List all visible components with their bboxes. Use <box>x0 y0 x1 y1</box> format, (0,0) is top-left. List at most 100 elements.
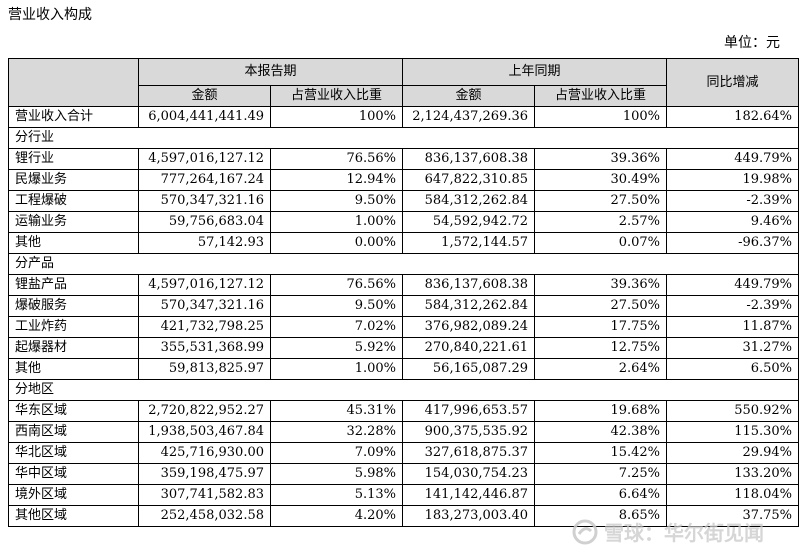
prior-amount-cell: 270,840,221.61 <box>402 337 536 359</box>
prior-amount-cell: 584,312,262.84 <box>402 295 536 317</box>
row-label: 民爆业务 <box>8 169 139 191</box>
prior-ratio-cell: 6.64% <box>534 484 668 506</box>
current-amount-cell: 570,347,321.16 <box>138 295 271 317</box>
table-row: 华北区域 425,716,930.00 7.09% 327,618,875.37… <box>8 442 800 464</box>
current-ratio-cell: 1.00% <box>269 358 404 380</box>
current-amount-cell: 59,756,683.04 <box>138 211 271 233</box>
total-row: 营业收入合计 6,004,441,441.49 100% 2,124,437,2… <box>8 106 800 128</box>
current-ratio-cell: 5.98% <box>269 463 404 485</box>
yoy-cell: 449.79% <box>666 148 800 170</box>
current-amount-cell: 570,347,321.16 <box>138 190 271 212</box>
yoy-cell: 31.27% <box>666 337 800 359</box>
section-header-row: 分行业 <box>7 127 800 149</box>
yoy-cell: -2.39% <box>666 190 800 212</box>
current-amount-cell: 4,597,016,127.12 <box>138 274 271 296</box>
yoy-cell: 11.87% <box>666 316 800 338</box>
current-ratio-cell: 100% <box>269 106 404 128</box>
table-row: 境外区域 307,741,582.83 5.13% 141,142,446.87… <box>8 484 800 506</box>
page-title: 营业收入构成 <box>8 7 92 23</box>
current-amount-cell: 57,142.93 <box>138 232 271 254</box>
header-current-period: 本报告期 <box>137 58 404 86</box>
table-row: 其他区域 252,458,032.58 4.20% 183,273,003.40… <box>8 505 800 527</box>
row-label: 爆破服务 <box>8 295 139 317</box>
current-amount-cell: 59,813,825.97 <box>138 358 271 380</box>
header-yoy: 同比增减 <box>666 58 800 107</box>
prior-ratio-cell: 27.50% <box>534 190 668 212</box>
table-row: 民爆业务 777,264,167.24 12.94% 647,822,310.8… <box>8 169 800 191</box>
table-row: 其他 57,142.93 0.00% 1,572,144.57 0.07% -9… <box>8 232 800 254</box>
yoy-cell: 550.92% <box>666 400 800 422</box>
section-title: 分行业 <box>7 127 800 149</box>
section-title: 分地区 <box>7 379 800 401</box>
prior-amount-cell: 836,137,608.38 <box>402 148 536 170</box>
prior-ratio-cell: 15.42% <box>534 442 668 464</box>
current-amount-cell: 355,531,368.99 <box>138 337 271 359</box>
table-row: 华东区域 2,720,822,952.27 45.31% 417,996,653… <box>8 400 800 422</box>
prior-amount-cell: 2,124,437,269.36 <box>402 106 536 128</box>
prior-amount-cell: 54,592,942.72 <box>402 211 536 233</box>
prior-ratio-cell: 12.75% <box>534 337 668 359</box>
header-prior-amount: 金额 <box>402 85 536 107</box>
current-ratio-cell: 32.28% <box>269 421 404 443</box>
yoy-cell: -2.39% <box>666 295 800 317</box>
yoy-cell: 37.75% <box>666 505 800 527</box>
row-label: 其他 <box>8 358 139 380</box>
current-ratio-cell: 1.00% <box>269 211 404 233</box>
current-amount-cell: 252,458,032.58 <box>138 505 271 527</box>
current-amount-cell: 1,938,503,467.84 <box>138 421 271 443</box>
table-row: 华中区域 359,198,475.97 5.98% 154,030,754.23… <box>8 463 800 485</box>
table-row: 起爆器材 355,531,368.99 5.92% 270,840,221.61… <box>8 337 800 359</box>
current-ratio-cell: 76.56% <box>269 274 404 296</box>
yoy-cell: 133.20% <box>666 463 800 485</box>
current-ratio-cell: 5.92% <box>269 337 404 359</box>
table-row: 其他 59,813,825.97 1.00% 56,165,087.29 2.6… <box>8 358 800 380</box>
header-prior-period: 上年同期 <box>402 58 668 86</box>
row-label: 华东区域 <box>8 400 139 422</box>
yoy-cell: 29.94% <box>666 442 800 464</box>
current-amount-cell: 307,741,582.83 <box>138 484 271 506</box>
yoy-cell: 9.46% <box>666 211 800 233</box>
prior-ratio-cell: 7.25% <box>534 463 668 485</box>
row-label: 其他 <box>8 232 139 254</box>
prior-ratio-cell: 39.36% <box>534 274 668 296</box>
prior-ratio-cell: 100% <box>534 106 668 128</box>
table-row: 爆破服务 570,347,321.16 9.50% 584,312,262.84… <box>8 295 800 317</box>
row-label: 境外区域 <box>8 484 139 506</box>
prior-amount-cell: 327,618,875.37 <box>402 442 536 464</box>
table-row: 锂行业 4,597,016,127.12 76.56% 836,137,608.… <box>8 148 800 170</box>
section-header-row: 分产品 <box>7 253 800 275</box>
row-label: 锂行业 <box>8 148 139 170</box>
row-label: 工业炸药 <box>8 316 139 338</box>
header-blank-cell <box>8 58 139 107</box>
prior-ratio-cell: 30.49% <box>534 169 668 191</box>
prior-amount-cell: 836,137,608.38 <box>402 274 536 296</box>
prior-amount-cell: 647,822,310.85 <box>402 169 536 191</box>
section-title: 分产品 <box>7 253 800 275</box>
prior-ratio-cell: 42.38% <box>534 421 668 443</box>
section-header-row: 分地区 <box>7 379 800 401</box>
table-row: 工业炸药 421,732,798.25 7.02% 376,982,089.24… <box>8 316 800 338</box>
row-label: 华北区域 <box>8 442 139 464</box>
current-ratio-cell: 7.09% <box>269 442 404 464</box>
prior-amount-cell: 584,312,262.84 <box>402 190 536 212</box>
current-ratio-cell: 4.20% <box>269 505 404 527</box>
header-prior-ratio: 占营业收入比重 <box>534 85 668 107</box>
current-amount-cell: 4,597,016,127.12 <box>138 148 271 170</box>
current-amount-cell: 421,732,798.25 <box>138 316 271 338</box>
table-header-row-1: 本报告期 上年同期 同比增减 <box>8 58 800 107</box>
prior-amount-cell: 417,996,653.57 <box>402 400 536 422</box>
table-row: 西南区域 1,938,503,467.84 32.28% 900,375,535… <box>8 421 800 443</box>
prior-ratio-cell: 17.75% <box>534 316 668 338</box>
current-ratio-cell: 5.13% <box>269 484 404 506</box>
prior-amount-cell: 154,030,754.23 <box>402 463 536 485</box>
yoy-cell: -96.37% <box>666 232 800 254</box>
prior-amount-cell: 376,982,089.24 <box>402 316 536 338</box>
prior-amount-cell: 183,273,003.40 <box>402 505 536 527</box>
row-label: 其他区域 <box>8 505 139 527</box>
prior-ratio-cell: 27.50% <box>534 295 668 317</box>
current-ratio-cell: 9.50% <box>269 295 404 317</box>
current-ratio-cell: 45.31% <box>269 400 404 422</box>
yoy-cell: 6.50% <box>666 358 800 380</box>
current-amount-cell: 425,716,930.00 <box>138 442 271 464</box>
current-ratio-cell: 9.50% <box>269 190 404 212</box>
